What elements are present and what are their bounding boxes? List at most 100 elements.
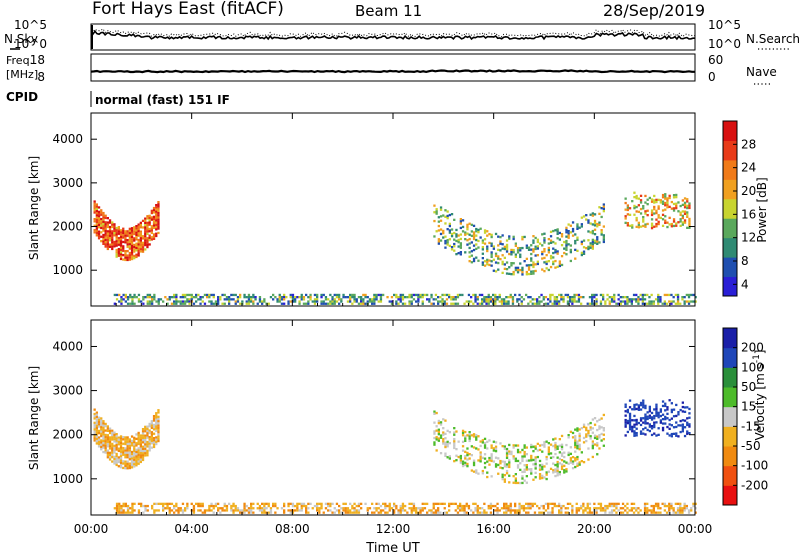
data-point — [239, 294, 241, 296]
data-point — [594, 224, 596, 226]
data-point — [541, 444, 543, 446]
data-point — [675, 194, 677, 196]
data-point — [453, 438, 455, 440]
data-point — [671, 409, 673, 411]
data-point — [545, 303, 547, 305]
data-point — [98, 206, 100, 208]
data-point — [495, 441, 497, 443]
data-point — [573, 296, 575, 298]
data-point — [404, 505, 406, 507]
data-point — [532, 272, 534, 274]
data-point — [98, 235, 100, 237]
data-point — [118, 228, 120, 230]
data-point — [131, 240, 133, 242]
data-point — [592, 215, 594, 217]
data-point — [349, 512, 351, 514]
data-point — [515, 267, 517, 269]
data-point — [625, 419, 627, 421]
data-point — [600, 300, 602, 302]
data-point — [484, 265, 486, 267]
data-point — [523, 505, 525, 507]
data-point — [226, 509, 228, 511]
data-point — [559, 232, 561, 234]
data-point — [469, 435, 471, 437]
colorbar-swatch — [723, 277, 737, 297]
noise-panel: N.Sky 10^5 10^0 10^5 10^0 N.Search — [4, 18, 800, 51]
data-point — [516, 298, 518, 300]
data-point — [131, 229, 133, 231]
data-point — [497, 473, 499, 475]
data-point — [686, 198, 688, 200]
data-point — [389, 507, 391, 509]
data-point — [389, 505, 391, 507]
y-tick-label: 3000 — [52, 384, 83, 398]
data-point — [158, 303, 160, 305]
data-point — [144, 505, 146, 507]
data-point — [677, 512, 679, 514]
data-point — [666, 222, 668, 224]
data-point — [675, 303, 677, 305]
data-point — [455, 455, 457, 457]
colorbar-tick-label: -200 — [741, 478, 768, 492]
data-point — [395, 294, 397, 296]
data-point — [133, 296, 135, 298]
data-point — [633, 512, 635, 514]
data-point — [96, 427, 98, 429]
data-point — [124, 239, 126, 241]
data-point — [491, 245, 493, 247]
data-point — [675, 294, 677, 296]
data-point — [563, 252, 565, 254]
data-point — [486, 250, 488, 252]
data-point — [507, 509, 509, 511]
data-point — [603, 225, 605, 227]
data-point — [517, 271, 519, 273]
data-point — [530, 468, 532, 470]
data-point — [133, 509, 135, 511]
data-point — [360, 300, 362, 302]
data-point — [491, 234, 493, 236]
data-point — [144, 437, 146, 439]
figure: Fort Hays East (fitACF) Beam 11 28/Sep/2… — [0, 0, 800, 554]
data-point — [658, 214, 660, 216]
data-point — [627, 224, 629, 226]
data-point — [631, 503, 633, 505]
data-point — [534, 503, 536, 505]
data-point — [124, 257, 126, 259]
data-point — [446, 512, 448, 514]
data-point — [250, 296, 252, 298]
data-point — [133, 459, 135, 461]
data-point — [107, 226, 109, 228]
data-point — [281, 296, 283, 298]
data-point — [155, 439, 157, 441]
data-point — [572, 456, 574, 458]
data-point — [157, 201, 159, 203]
data-point — [298, 303, 300, 305]
data-point — [658, 427, 660, 429]
data-point — [109, 445, 111, 447]
data-point — [408, 303, 410, 305]
data-point — [495, 233, 497, 235]
data-point — [502, 476, 504, 478]
data-point — [131, 238, 133, 240]
data-point — [455, 298, 457, 300]
data-point — [554, 468, 556, 470]
data-point — [576, 427, 578, 429]
data-point — [155, 228, 157, 230]
data-point — [153, 225, 155, 227]
data-point — [636, 219, 638, 221]
data-point — [417, 294, 419, 296]
data-point — [508, 466, 510, 468]
data-point — [535, 448, 537, 450]
data-point — [210, 505, 212, 507]
data-point — [105, 436, 107, 438]
data-point — [484, 466, 486, 468]
data-point — [569, 300, 571, 302]
data-point — [557, 233, 559, 235]
data-point — [124, 456, 126, 458]
data-point — [98, 430, 100, 432]
data-point — [629, 419, 631, 421]
data-point — [217, 300, 219, 302]
data-point — [127, 235, 129, 237]
data-point — [131, 227, 133, 229]
data-point — [153, 227, 155, 229]
